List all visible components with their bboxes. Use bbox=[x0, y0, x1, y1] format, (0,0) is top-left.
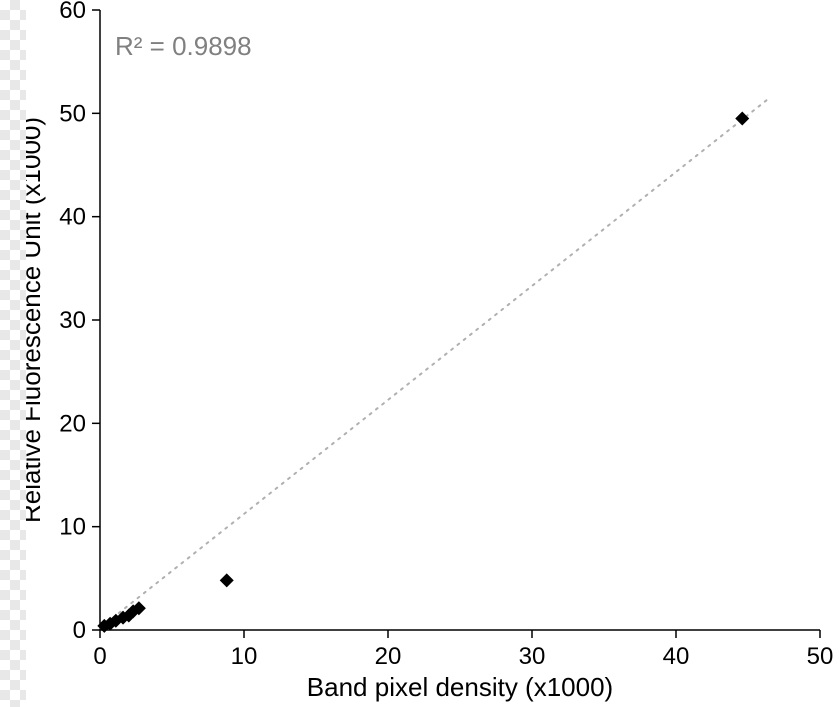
x-axis-title: Band pixel density (x1000) bbox=[307, 672, 613, 702]
y-tick-label: 10 bbox=[59, 514, 86, 541]
x-tick-label: 50 bbox=[807, 643, 834, 670]
x-tick-label: 20 bbox=[375, 643, 402, 670]
x-tick-label: 30 bbox=[519, 643, 546, 670]
x-tick-label: 40 bbox=[663, 643, 690, 670]
scatter-chart: 0 10 20 30 40 50 0 10 20 30 40 50 60 R² = 0.9898 Ba… bbox=[0, 0, 840, 707]
y-tick-label: 60 bbox=[59, 0, 86, 24]
x-tick-label: 10 bbox=[231, 643, 258, 670]
transparency-checker bbox=[0, 0, 26, 707]
trendline bbox=[100, 98, 770, 628]
y-tick-label: 50 bbox=[59, 100, 86, 127]
data-point bbox=[735, 112, 749, 126]
x-tick-label: 0 bbox=[93, 643, 106, 670]
y-tick-label: 30 bbox=[59, 307, 86, 334]
y-tick-label: 0 bbox=[73, 617, 86, 644]
y-tick-label: 20 bbox=[59, 410, 86, 437]
r-squared-label: R² = 0.9898 bbox=[115, 31, 252, 61]
y-tick-label: 40 bbox=[59, 204, 86, 231]
data-point bbox=[220, 573, 234, 587]
